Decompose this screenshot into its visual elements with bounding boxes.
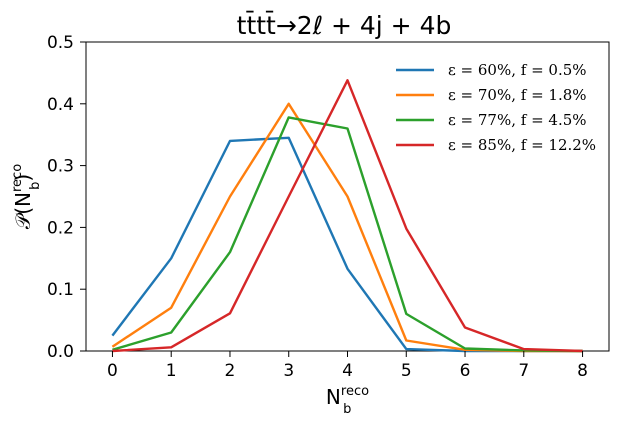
x-tick-label: 3 bbox=[283, 361, 294, 381]
x-tick-label: 4 bbox=[342, 361, 353, 381]
series-line-3 bbox=[112, 116, 583, 353]
chart-title: tt̄tt̄→2ℓ + 4j + 4b bbox=[237, 10, 452, 40]
x-axis-label-sub: b bbox=[343, 402, 351, 417]
x-tick-label: 7 bbox=[518, 361, 529, 381]
plot-area: 0 1 2 3 4 5 6 7 8 0.0 0.1 0.2 0.3 0.4 0.5 bbox=[47, 33, 610, 381]
series-line-4 bbox=[112, 79, 583, 353]
y-tick-label: 0.5 bbox=[47, 33, 74, 53]
series-lines bbox=[111, 79, 583, 353]
y-tick-label: 0.1 bbox=[47, 280, 74, 300]
y-tick-label: 0.4 bbox=[47, 95, 74, 115]
x-tick-label: 8 bbox=[577, 361, 588, 381]
x-tick-label: 1 bbox=[166, 361, 177, 381]
y-axis-ticks: 0.0 0.1 0.2 0.3 0.4 0.5 bbox=[47, 33, 86, 362]
x-axis-ticks: 0 1 2 3 4 5 6 7 8 bbox=[107, 351, 588, 381]
x-tick-label: 0 bbox=[107, 361, 118, 381]
y-axis-label-prefix: 𝒫(N bbox=[11, 192, 35, 229]
y-axis-label-sub: b bbox=[28, 182, 43, 190]
y-tick-label: 0.3 bbox=[47, 157, 74, 177]
x-axis-label-main: N bbox=[326, 385, 341, 409]
x-axis-label: Nreco b bbox=[326, 384, 369, 417]
y-axis-label: 𝒫(Nreco b) bbox=[10, 164, 43, 229]
legend-label-4: ε = 85%, f = 12.2% bbox=[448, 136, 596, 154]
x-axis-label-sup: reco bbox=[341, 384, 369, 399]
legend-label-2: ε = 70%, f = 1.8% bbox=[448, 86, 587, 104]
x-tick-label: 6 bbox=[460, 361, 471, 381]
x-tick-label: 5 bbox=[401, 361, 412, 381]
x-tick-label: 2 bbox=[225, 361, 236, 381]
legend-label-3: ε = 77%, f = 4.5% bbox=[448, 111, 587, 129]
y-axis-label-suffix: ) bbox=[11, 174, 35, 182]
y-tick-label: 0.0 bbox=[47, 342, 74, 362]
legend-label-1: ε = 60%, f = 0.5% bbox=[448, 61, 587, 79]
series-line-1 bbox=[111, 136, 583, 353]
legend: ε = 60%, f = 0.5% ε = 70%, f = 1.8% ε = 77… bbox=[396, 61, 596, 154]
y-axis-label-sup: reco bbox=[10, 164, 25, 192]
y-tick-label: 0.2 bbox=[47, 218, 74, 238]
